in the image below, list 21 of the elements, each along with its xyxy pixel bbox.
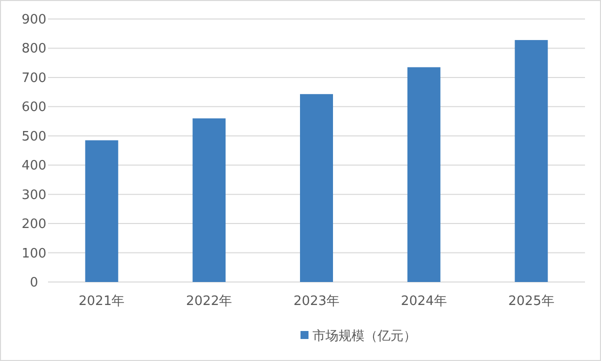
- y-tick-label: 800: [22, 42, 46, 57]
- bar: [514, 40, 548, 282]
- y-tick-label: 100: [22, 246, 46, 262]
- y-tick-label: 500: [22, 129, 46, 144]
- bar: [192, 118, 226, 282]
- x-tick-label: 2021年: [78, 294, 125, 309]
- bar: [300, 94, 333, 282]
- y-tick-label: 200: [22, 217, 46, 232]
- y-tick-label: 700: [22, 70, 46, 86]
- x-tick-label: 2024年: [400, 294, 447, 309]
- y-tick-label: 0: [30, 276, 38, 290]
- x-tick-label: 2023年: [293, 294, 340, 309]
- y-tick-label: 600: [22, 100, 46, 116]
- y-tick-label: 300: [22, 188, 46, 203]
- x-tick-label: 2022年: [186, 294, 232, 309]
- y-tick-label: 900: [22, 12, 46, 28]
- bar: [85, 140, 118, 282]
- x-tick-label: 2025年: [508, 294, 554, 309]
- legend-label: 市场规模（亿元）: [312, 329, 416, 344]
- bar: [407, 67, 440, 282]
- y-tick-label: 400: [22, 158, 46, 174]
